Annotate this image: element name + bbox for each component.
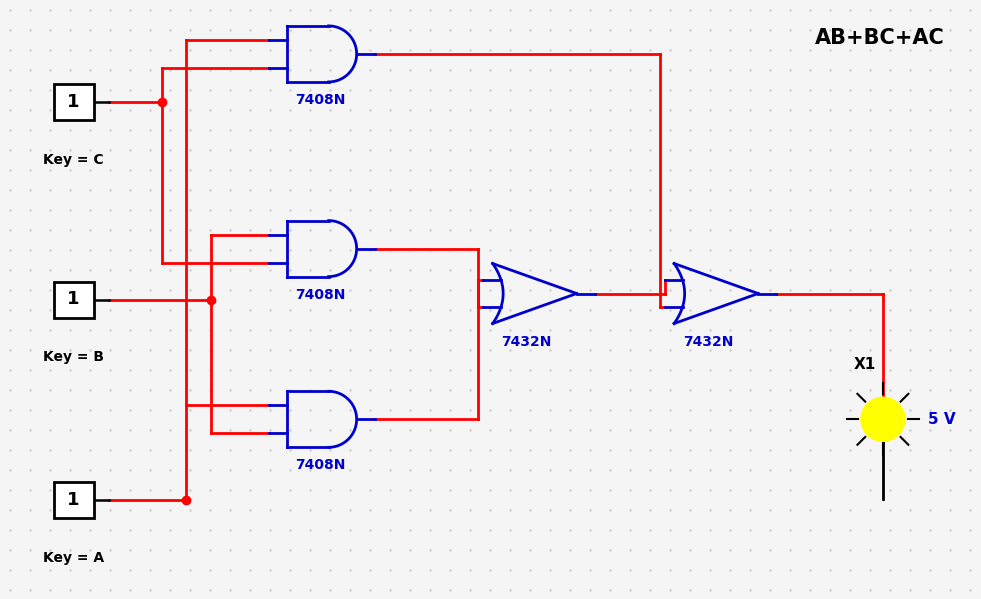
FancyBboxPatch shape (54, 84, 93, 120)
Text: Key = B: Key = B (43, 350, 104, 365)
Text: 5 V: 5 V (928, 412, 955, 427)
Text: 7432N: 7432N (683, 334, 734, 349)
Text: Key = C: Key = C (43, 153, 104, 167)
Text: 1: 1 (68, 93, 79, 111)
Text: 1: 1 (68, 491, 79, 509)
Text: AB+BC+AC: AB+BC+AC (815, 28, 945, 48)
Text: 7408N: 7408N (295, 288, 346, 301)
Text: Key = A: Key = A (43, 551, 104, 565)
Text: 7408N: 7408N (295, 93, 346, 107)
FancyBboxPatch shape (54, 482, 93, 518)
Text: 7408N: 7408N (295, 458, 346, 472)
Text: 7432N: 7432N (501, 334, 552, 349)
Text: 1: 1 (68, 291, 79, 308)
Circle shape (861, 397, 904, 441)
FancyBboxPatch shape (54, 282, 93, 317)
Text: X1: X1 (853, 357, 876, 373)
